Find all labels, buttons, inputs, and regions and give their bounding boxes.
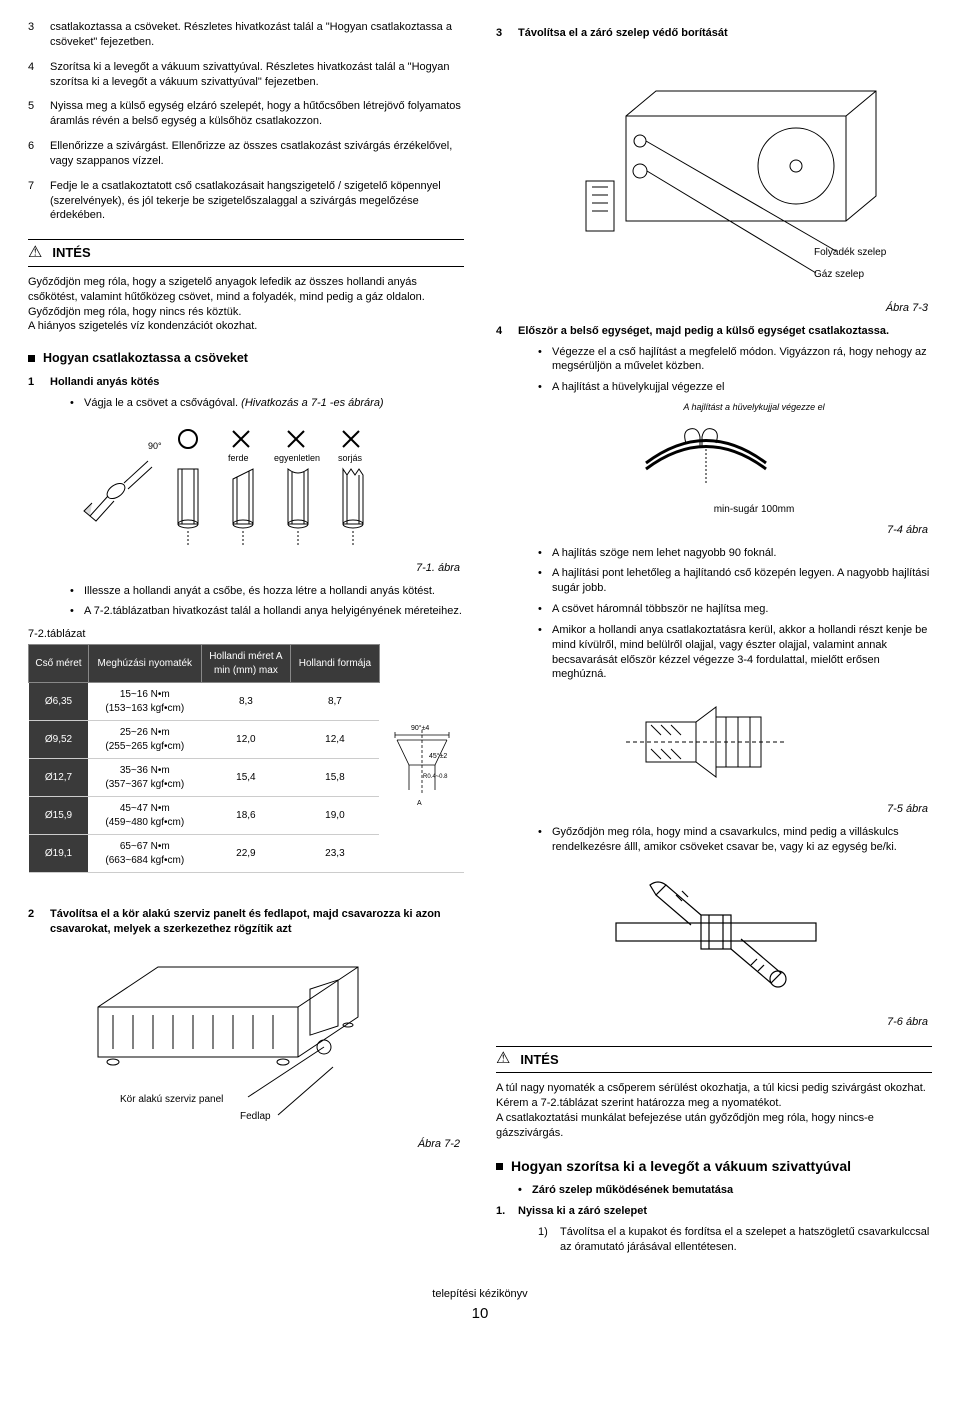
svg-text:A: A xyxy=(417,800,422,807)
step-3: 3csatlakoztassa a csöveket. Részletes hi… xyxy=(28,20,464,50)
svg-text:Fedlap: Fedlap xyxy=(240,1111,271,1122)
page-number: 10 xyxy=(28,1304,932,1324)
warning-body: A túl nagy nyomaték a csőperem sérülést … xyxy=(496,1081,932,1140)
step-6: 6Ellenőrizze a szivárgást. Ellenőrizze a… xyxy=(28,139,464,169)
bullet-list-r1: Végezze el a cső hajlítást a megfelelő m… xyxy=(538,345,932,396)
bullet-list-r3: Győződjön meg róla, hogy mind a csavarku… xyxy=(538,825,932,855)
bullet-flare: Illessze a hollandi anyát a csőbe, és ho… xyxy=(70,584,464,599)
section-connect-pipes: Hogyan csatlakoztassa a csöveket xyxy=(28,350,464,367)
warning-body: Győződjön meg róla, hogy a szigetelő any… xyxy=(28,275,464,334)
step-5: 5Nyissa meg a külső egység elzáró szelep… xyxy=(28,99,464,129)
svg-text:90°±4: 90°±4 xyxy=(411,724,429,732)
svg-text:R0.4~0.8: R0.4~0.8 xyxy=(423,774,448,780)
table-row: Ø6,3515~16 N•m (153~163 kgf•cm)8,38,7 90… xyxy=(29,683,465,721)
warning-box-2: ⚠ INTÉS A túl nagy nyomaték a csőperem s… xyxy=(496,1046,932,1141)
vacuum-substeps: 1)Távolítsa el a kupakot és fordítsa el … xyxy=(538,1225,932,1255)
substep-1: 1 Hollandi anyás kötés xyxy=(28,375,464,390)
bullet-list-1: Vágja le a csövet a csővágóval. (Hivatko… xyxy=(70,396,464,411)
warning-box-1: ⚠ INTÉS Győződjön meg róla, hogy a szige… xyxy=(28,239,464,334)
bullet-cut: Vágja le a csövet a csővágóval. (Hivatko… xyxy=(70,396,464,411)
footer-title: telepítési kézikönyv xyxy=(28,1287,932,1302)
svg-text:sorjás: sorjás xyxy=(338,453,363,463)
svg-text:Kör alakú szerviz panel: Kör alakú szerviz panel xyxy=(120,1094,223,1105)
th-dim: Hollandi méret A min (mm) max xyxy=(201,645,291,683)
square-bullet-icon xyxy=(28,355,35,362)
txt: csatlakoztassa a csöveket. Részletes hiv… xyxy=(50,20,464,50)
fig-7-4-caption: 7-4 ábra xyxy=(496,523,928,538)
th-shape: Hollandi formája xyxy=(291,645,379,683)
svg-text:45°±2: 45°±2 xyxy=(429,752,447,760)
table-7-2: Cső méret Meghúzási nyomaték Hollandi mé… xyxy=(28,644,464,873)
thumb-bend-diagram xyxy=(626,423,786,493)
warning-label: INTÉS xyxy=(520,1051,558,1069)
section-vacuum: Hogyan szorítsa ki a levegőt a vákuum sz… xyxy=(496,1157,932,1176)
svg-text:Folyadék szelep: Folyadék szelep xyxy=(814,247,887,258)
fig-7-1-caption: 7-1. ábra xyxy=(28,561,460,576)
square-bullet-icon xyxy=(496,1163,503,1170)
num: 3 xyxy=(28,20,50,50)
bend-radius-label: min-sugár 100mm xyxy=(576,503,932,517)
vacuum-step-1: 1. Nyissa ki a záró szelepet xyxy=(496,1204,932,1219)
step-7: 7Fedje le a csatlakoztatott cső csatlako… xyxy=(28,179,464,224)
bullet-list-r2: A hajlítás szöge nem lehet nagyobb 90 fo… xyxy=(538,546,932,683)
bullet-list-2: Illessze a hollandi anyát a csőbe, és ho… xyxy=(70,584,464,620)
bullet-table-ref: A 7-2.táblázatban hivatkozást talál a ho… xyxy=(70,604,464,619)
substep-2: 2 Távolítsa el a kör alakú szerviz panel… xyxy=(28,907,464,937)
wrench-diagram xyxy=(606,865,826,1005)
fig-7-6-caption: 7-6 ábra xyxy=(496,1015,928,1030)
warning-label: INTÉS xyxy=(52,244,90,262)
substep-4: 4 Először a belső egységet, majd pedig a… xyxy=(496,324,932,339)
table-7-2-caption: 7-2.táblázat xyxy=(28,627,464,642)
substep-3: 3 Távolítsa el a záró szelep védő borítá… xyxy=(496,26,932,41)
warning-icon: ⚠ xyxy=(496,1051,510,1067)
deg-label: 90° xyxy=(148,441,162,451)
warning-icon: ⚠ xyxy=(28,245,42,261)
svg-text:egyenletlen: egyenletlen xyxy=(274,453,320,463)
page-footer: telepítési kézikönyv 10 xyxy=(28,1287,932,1324)
valve-cover-diagram: Folyadék szelep Gáz szelep xyxy=(536,51,896,291)
fig-7-5-caption: 7-5 ábra xyxy=(496,802,928,817)
svg-text:ferde: ferde xyxy=(228,453,249,463)
flare-nut-diagram xyxy=(616,692,796,792)
th-size: Cső méret xyxy=(29,645,89,683)
fig-7-2-caption: Ábra 7-2 xyxy=(28,1137,460,1152)
pipe-cut-diagram: 90° ferde egyenletlen sorjás xyxy=(78,421,388,551)
outdoor-unit-panel-diagram: Kör alakú szerviz panel Fedlap xyxy=(58,947,398,1127)
bend-caption: A hajlítást a hüvelykujjal végezze el xyxy=(576,401,932,413)
fig-7-3-caption: Ábra 7-3 xyxy=(496,301,928,316)
flare-shape-cell: 90°±4 45°±2 A R0.4~0.8 xyxy=(379,683,464,873)
th-torque: Meghúzási nyomaték xyxy=(88,645,201,683)
svg-text:Gáz szelep: Gáz szelep xyxy=(814,269,864,280)
step-4: 4Szorítsa ki a levegőt a vákuum szivatty… xyxy=(28,60,464,90)
bullet-list-r4: Záró szelep működésének bemutatása xyxy=(518,1183,932,1198)
